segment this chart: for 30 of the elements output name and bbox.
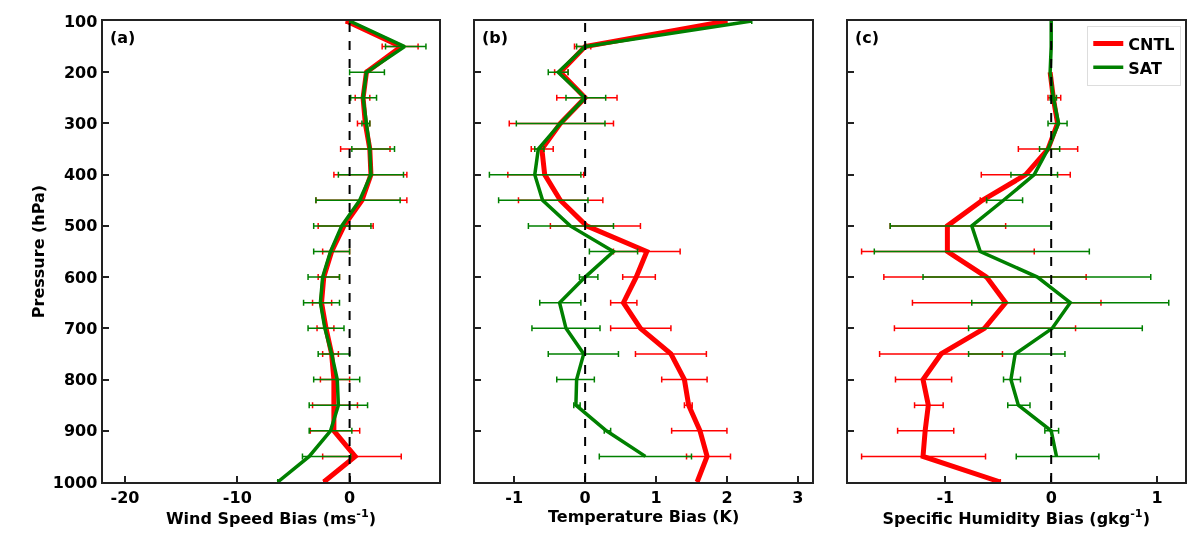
x-tick-label: 0 [344, 488, 356, 508]
y-tick-label: 200 [63, 62, 98, 82]
x-tick-label: 0 [579, 488, 591, 508]
y-tick-label: 600 [63, 267, 98, 287]
x-tick-label: 1 [650, 488, 662, 508]
annotation: (a) [110, 28, 136, 47]
legend-label: CNTL [1128, 34, 1175, 54]
x-tick-label: 1 [1151, 488, 1163, 508]
annotation: (c) [855, 28, 880, 47]
annotation: (b) [482, 28, 509, 47]
x-tick-label: 0 [1045, 488, 1057, 508]
x-tick-label: -1 [936, 488, 955, 508]
legend-label: SAT [1128, 58, 1162, 78]
x-tick-label: 2 [721, 488, 733, 508]
y-tick-label: 500 [63, 216, 98, 236]
y-tick-label: 700 [63, 318, 98, 338]
y-axis-title: Pressure (hPa) [29, 184, 49, 319]
y-tick-label: 400 [63, 165, 98, 185]
x-tick-label: -20 [110, 488, 140, 508]
x-axis-title: Wind Speed Bias (ms$^{-1}$) [165, 507, 377, 528]
x-axis-title: Temperature Bias (K) [548, 507, 740, 527]
x-tick-label: 3 [792, 488, 804, 508]
x-axis-title: Specific Humidity Bias (gkg$^{-1}$) [882, 507, 1150, 528]
y-tick-label: 800 [63, 370, 98, 390]
x-tick-label: -10 [222, 488, 252, 508]
y-tick-label: 900 [63, 421, 98, 441]
x-tick-label: -1 [505, 488, 524, 508]
y-tick-label: 100 [63, 11, 98, 31]
y-tick-label: 300 [63, 114, 98, 134]
y-tick-label: 1000 [52, 472, 98, 492]
